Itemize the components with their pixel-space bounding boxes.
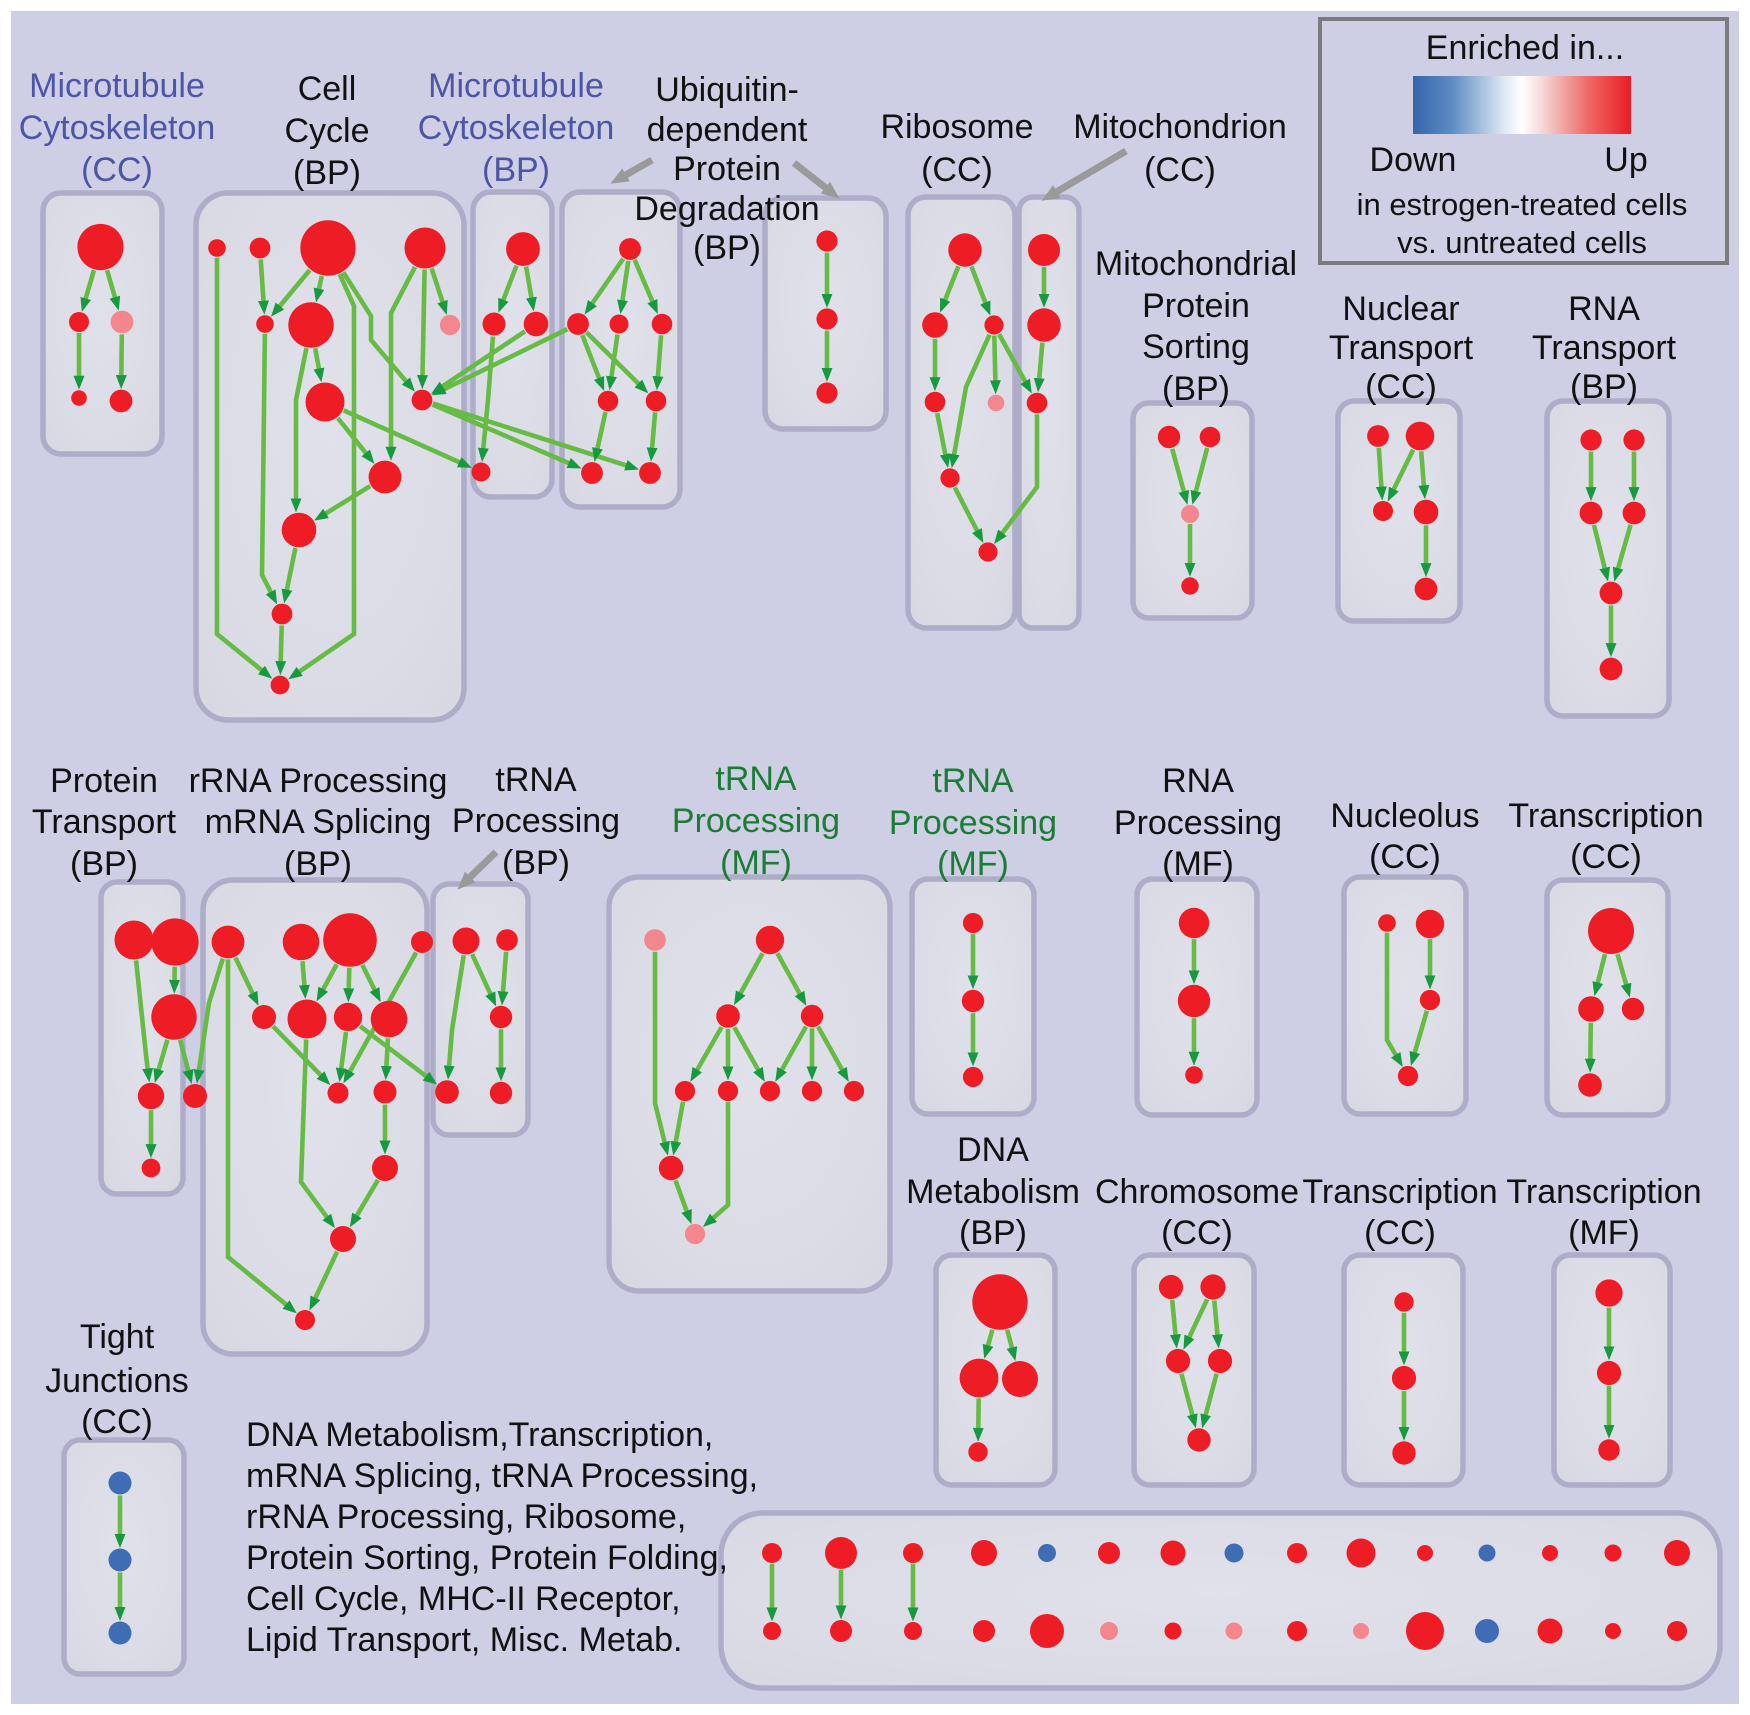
svg-text:rRNA Processing, Ribosome,: rRNA Processing, Ribosome, xyxy=(246,1498,686,1536)
svg-text:Protein: Protein xyxy=(1142,287,1250,325)
svg-text:(CC): (CC) xyxy=(1364,1214,1436,1252)
svg-text:Processing: Processing xyxy=(889,804,1057,842)
svg-text:rRNA Processing: rRNA Processing xyxy=(189,762,448,800)
svg-text:Cycle: Cycle xyxy=(284,112,369,150)
svg-text:Transcription: Transcription xyxy=(1506,1173,1701,1211)
svg-text:Ribosome: Ribosome xyxy=(880,108,1033,146)
svg-text:DNA: DNA xyxy=(957,1131,1029,1169)
svg-text:Metabolism: Metabolism xyxy=(906,1173,1080,1211)
svg-text:Protein: Protein xyxy=(50,762,158,800)
svg-text:(BP): (BP) xyxy=(70,845,138,883)
svg-text:mRNA Splicing: mRNA Splicing xyxy=(205,803,432,841)
svg-text:Transport: Transport xyxy=(1329,329,1474,367)
svg-text:Sorting: Sorting xyxy=(1142,328,1250,366)
svg-text:Protein Sorting, Protein Foldi: Protein Sorting, Protein Folding, xyxy=(246,1539,728,1577)
svg-text:(MF): (MF) xyxy=(1568,1214,1640,1252)
svg-text:Processing: Processing xyxy=(1114,804,1282,842)
svg-text:RNA: RNA xyxy=(1568,290,1640,328)
svg-text:(BP): (BP) xyxy=(959,1214,1027,1252)
svg-text:Transcription: Transcription xyxy=(1302,1173,1497,1211)
svg-text:(BP): (BP) xyxy=(693,229,761,267)
svg-text:Transport: Transport xyxy=(32,803,177,841)
svg-text:(CC): (CC) xyxy=(1365,368,1437,406)
svg-text:Transcription: Transcription xyxy=(1508,797,1703,835)
svg-text:Ubiquitin-: Ubiquitin- xyxy=(655,71,799,109)
svg-text:(BP): (BP) xyxy=(284,845,352,883)
svg-text:Mitochondrial: Mitochondrial xyxy=(1095,245,1297,283)
svg-text:(CC): (CC) xyxy=(1570,838,1642,876)
svg-text:Microtubule: Microtubule xyxy=(29,67,205,105)
svg-text:(BP): (BP) xyxy=(1570,368,1638,406)
svg-text:Mitochondrion: Mitochondrion xyxy=(1073,108,1287,146)
svg-text:Microtubule: Microtubule xyxy=(428,67,604,105)
svg-text:Cytoskeleton: Cytoskeleton xyxy=(418,109,615,147)
svg-text:Enriched in...: Enriched in... xyxy=(1426,29,1624,67)
svg-text:(CC): (CC) xyxy=(921,151,993,189)
svg-text:Cell: Cell xyxy=(298,70,357,108)
svg-text:(CC): (CC) xyxy=(81,151,153,189)
svg-text:Chromosome: Chromosome xyxy=(1095,1173,1299,1211)
svg-text:(CC): (CC) xyxy=(81,1403,153,1441)
svg-text:(BP): (BP) xyxy=(502,844,570,882)
svg-text:Lipid Transport, Misc. Metab.: Lipid Transport, Misc. Metab. xyxy=(246,1621,683,1659)
svg-text:Nucleolus: Nucleolus xyxy=(1330,797,1479,835)
svg-text:(CC): (CC) xyxy=(1144,151,1216,189)
svg-text:in estrogen-treated cells: in estrogen-treated cells xyxy=(1357,187,1688,222)
svg-text:Up: Up xyxy=(1604,141,1647,179)
svg-text:mRNA Splicing, tRNA Processing: mRNA Splicing, tRNA Processing, xyxy=(246,1457,758,1495)
svg-text:(MF): (MF) xyxy=(720,844,792,882)
svg-text:Junctions: Junctions xyxy=(45,1362,189,1400)
svg-text:Down: Down xyxy=(1370,141,1457,179)
svg-text:(MF): (MF) xyxy=(1162,845,1234,883)
svg-text:(CC): (CC) xyxy=(1369,838,1441,876)
svg-text:DNA Metabolism,Transcription,: DNA Metabolism,Transcription, xyxy=(246,1416,713,1454)
svg-text:dependent: dependent xyxy=(647,111,808,149)
svg-text:(BP): (BP) xyxy=(1162,370,1230,408)
svg-text:Nuclear: Nuclear xyxy=(1342,290,1459,328)
svg-text:tRNA: tRNA xyxy=(715,760,797,798)
svg-text:RNA: RNA xyxy=(1162,762,1234,800)
svg-text:vs. untreated cells: vs. untreated cells xyxy=(1397,225,1647,260)
svg-text:(MF): (MF) xyxy=(937,845,1009,883)
svg-text:Degradation: Degradation xyxy=(634,190,819,228)
svg-text:(CC): (CC) xyxy=(1161,1214,1233,1252)
svg-text:(BP): (BP) xyxy=(293,154,361,192)
svg-text:Transport: Transport xyxy=(1532,329,1677,367)
svg-text:Protein: Protein xyxy=(673,150,781,188)
svg-text:Cell Cycle, MHC-II Receptor,: Cell Cycle, MHC-II Receptor, xyxy=(246,1580,681,1618)
svg-text:Tight: Tight xyxy=(80,1318,155,1356)
svg-text:(BP): (BP) xyxy=(482,151,550,189)
svg-text:tRNA: tRNA xyxy=(932,762,1014,800)
svg-text:Processing: Processing xyxy=(672,802,840,840)
svg-text:Cytoskeleton: Cytoskeleton xyxy=(19,109,216,147)
svg-text:Processing: Processing xyxy=(452,802,620,840)
svg-text:tRNA: tRNA xyxy=(495,761,577,799)
